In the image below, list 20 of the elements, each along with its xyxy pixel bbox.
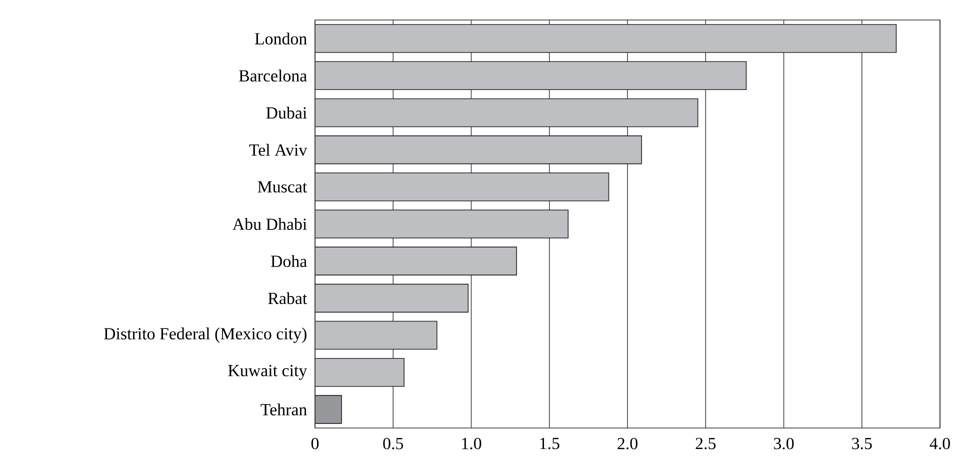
x-tick-label: 0 [311, 438, 319, 450]
x-tick-label: 0.5 [383, 438, 404, 450]
x-tick-label: 4.0 [930, 438, 950, 450]
y-tick-label: Barcelona [239, 70, 307, 82]
y-tick-label: Doha [270, 255, 307, 268]
y-tick-label: Kuwait city [228, 364, 308, 380]
y-tick-label: Abu Dhabi [232, 218, 307, 230]
y-tick-label: Tel Aviv [249, 144, 308, 156]
y-tick-label: Muscat [258, 181, 308, 193]
y-tick-label: Tehran [260, 403, 307, 416]
y-tick-label: Dubai [266, 106, 307, 119]
y-tick-label: Distrito Federal (Mexico city) [104, 328, 306, 343]
x-tick-label: 3.0 [774, 438, 794, 450]
y-tick-label: London [254, 32, 307, 44]
x-tick-label: 1.0 [462, 438, 482, 450]
x-tick-label: 2.0 [618, 438, 638, 450]
x-tick-label: 2.5 [696, 438, 716, 450]
x-tick-label: 1.5 [540, 438, 560, 450]
y-tick-label: Rabat [268, 292, 308, 304]
x-tick-label: 3.5 [852, 438, 872, 450]
